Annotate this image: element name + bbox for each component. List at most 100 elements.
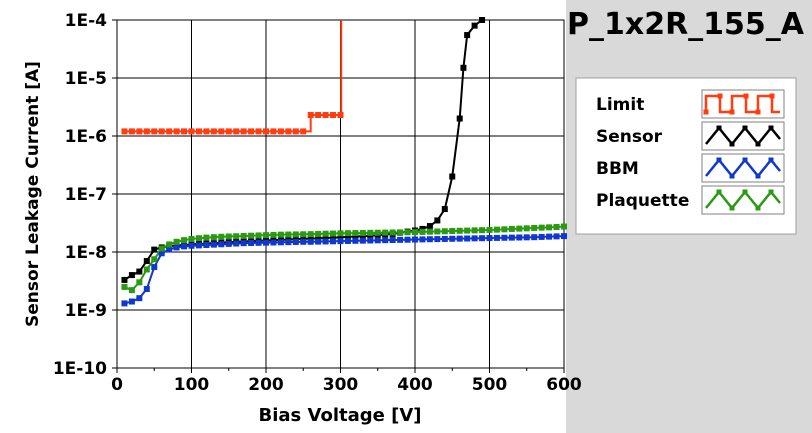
legend-sample-marker-limit	[743, 93, 749, 99]
data-point-bbm	[136, 295, 143, 302]
data-point-bbm	[143, 286, 150, 293]
data-point-bbm	[367, 237, 374, 244]
data-point-sensor	[434, 217, 441, 224]
data-point-bbm	[471, 235, 478, 242]
data-point-sensor	[337, 234, 344, 241]
data-point-plaquette	[292, 231, 299, 238]
y-tick-label: 1E-7	[65, 185, 107, 205]
data-point-bbm	[188, 242, 195, 249]
data-point-plaquette	[486, 226, 493, 233]
legend-sample-marker-sensor	[742, 125, 748, 131]
data-point-bbm	[516, 234, 523, 241]
data-point-plaquette	[255, 232, 262, 239]
data-point-plaquette	[546, 224, 553, 231]
data-point-limit	[263, 128, 269, 135]
x-axis-label: Bias Voltage [V]	[259, 405, 422, 426]
data-point-limit	[307, 112, 314, 119]
data-point-plaquette	[210, 234, 217, 241]
data-point-plaquette	[456, 227, 463, 234]
data-point-plaquette	[195, 235, 202, 242]
legend-label-limit: Limit	[596, 95, 644, 115]
data-point-limit	[158, 128, 165, 135]
legend-sample-marker-plaquette	[768, 189, 774, 195]
data-point-limit	[151, 128, 158, 135]
data-point-plaquette	[158, 245, 165, 252]
data-point-limit	[121, 128, 128, 135]
legend-label-bbm: BBM	[596, 159, 639, 179]
data-point-bbm	[225, 240, 232, 247]
data-point-plaquette	[389, 229, 396, 236]
data-point-plaquette	[322, 230, 329, 237]
legend-sample-marker-sensor	[768, 125, 774, 131]
data-point-bbm	[255, 239, 262, 246]
data-point-bbm	[218, 241, 225, 248]
data-point-sensor	[307, 235, 314, 242]
data-point-sensor	[344, 233, 351, 240]
data-point-sensor	[322, 235, 329, 242]
data-point-plaquette	[493, 226, 500, 233]
data-point-bbm	[173, 244, 180, 251]
x-axis-ticks: 0 100 200 300 400 500 600	[111, 368, 582, 395]
data-point-sensor	[121, 276, 128, 283]
data-point-bbm	[121, 300, 128, 307]
data-point-limit	[322, 112, 329, 119]
data-point-bbm	[561, 233, 567, 240]
data-point-plaquette	[553, 223, 560, 230]
data-point-plaquette	[121, 283, 128, 290]
data-point-sensor	[464, 32, 471, 39]
data-point-bbm	[352, 237, 359, 244]
data-point-limit	[330, 112, 337, 119]
x-tick-label: 400	[397, 375, 433, 395]
data-point-plaquette	[523, 225, 530, 232]
data-point-sensor	[359, 233, 366, 240]
data-point-plaquette	[471, 227, 478, 234]
data-point-sensor	[449, 173, 456, 180]
data-point-plaquette	[218, 233, 225, 240]
data-point-bbm	[203, 242, 210, 249]
data-point-limit	[270, 128, 277, 135]
legend-label-plaquette: Plaquette	[596, 191, 689, 211]
legend-sample-marker-sensor	[716, 125, 722, 131]
legend-sample-marker-limit	[769, 93, 775, 99]
y-tick-label: 1E-4	[65, 11, 107, 31]
data-point-limit	[248, 128, 255, 135]
x-tick-label: 500	[472, 375, 508, 395]
data-point-sensor	[471, 22, 478, 29]
data-point-bbm	[359, 237, 366, 244]
data-point-plaquette	[359, 229, 366, 236]
data-point-limit	[225, 128, 232, 135]
data-point-sensor	[128, 272, 135, 279]
data-point-plaquette	[479, 227, 486, 234]
data-point-plaquette	[173, 238, 180, 245]
data-point-limit	[218, 128, 225, 135]
data-point-limit	[136, 128, 143, 135]
data-point-plaquette	[367, 229, 374, 236]
data-point-sensor	[479, 17, 486, 23]
data-point-bbm	[412, 236, 418, 243]
data-point-bbm	[456, 235, 463, 242]
data-point-bbm	[344, 237, 351, 244]
legend: Limit Sensor BBM Plaquette	[596, 89, 785, 215]
data-point-bbm	[397, 236, 404, 243]
data-point-limit	[203, 128, 210, 135]
data-point-plaquette	[374, 229, 381, 236]
data-point-sensor	[441, 206, 448, 213]
data-point-bbm	[292, 238, 299, 245]
legend-sample-marker-bbm	[755, 173, 761, 179]
data-point-limit	[277, 128, 284, 135]
data-point-bbm	[538, 233, 545, 240]
legend-sample-marker-plaquette	[729, 205, 735, 211]
data-point-bbm	[270, 239, 277, 246]
data-point-limit	[188, 128, 195, 135]
data-point-plaquette	[516, 225, 523, 232]
data-point-plaquette	[508, 225, 515, 232]
data-point-sensor	[460, 64, 467, 71]
y-axis-label: Sensor Leakage Current [A]	[23, 61, 43, 327]
data-point-limit	[292, 128, 299, 135]
data-point-plaquette	[330, 230, 337, 237]
data-point-bbm	[240, 240, 247, 247]
data-point-sensor	[330, 234, 337, 241]
data-point-limit	[300, 128, 307, 135]
data-point-limit	[285, 128, 292, 135]
data-point-limit	[255, 128, 262, 135]
